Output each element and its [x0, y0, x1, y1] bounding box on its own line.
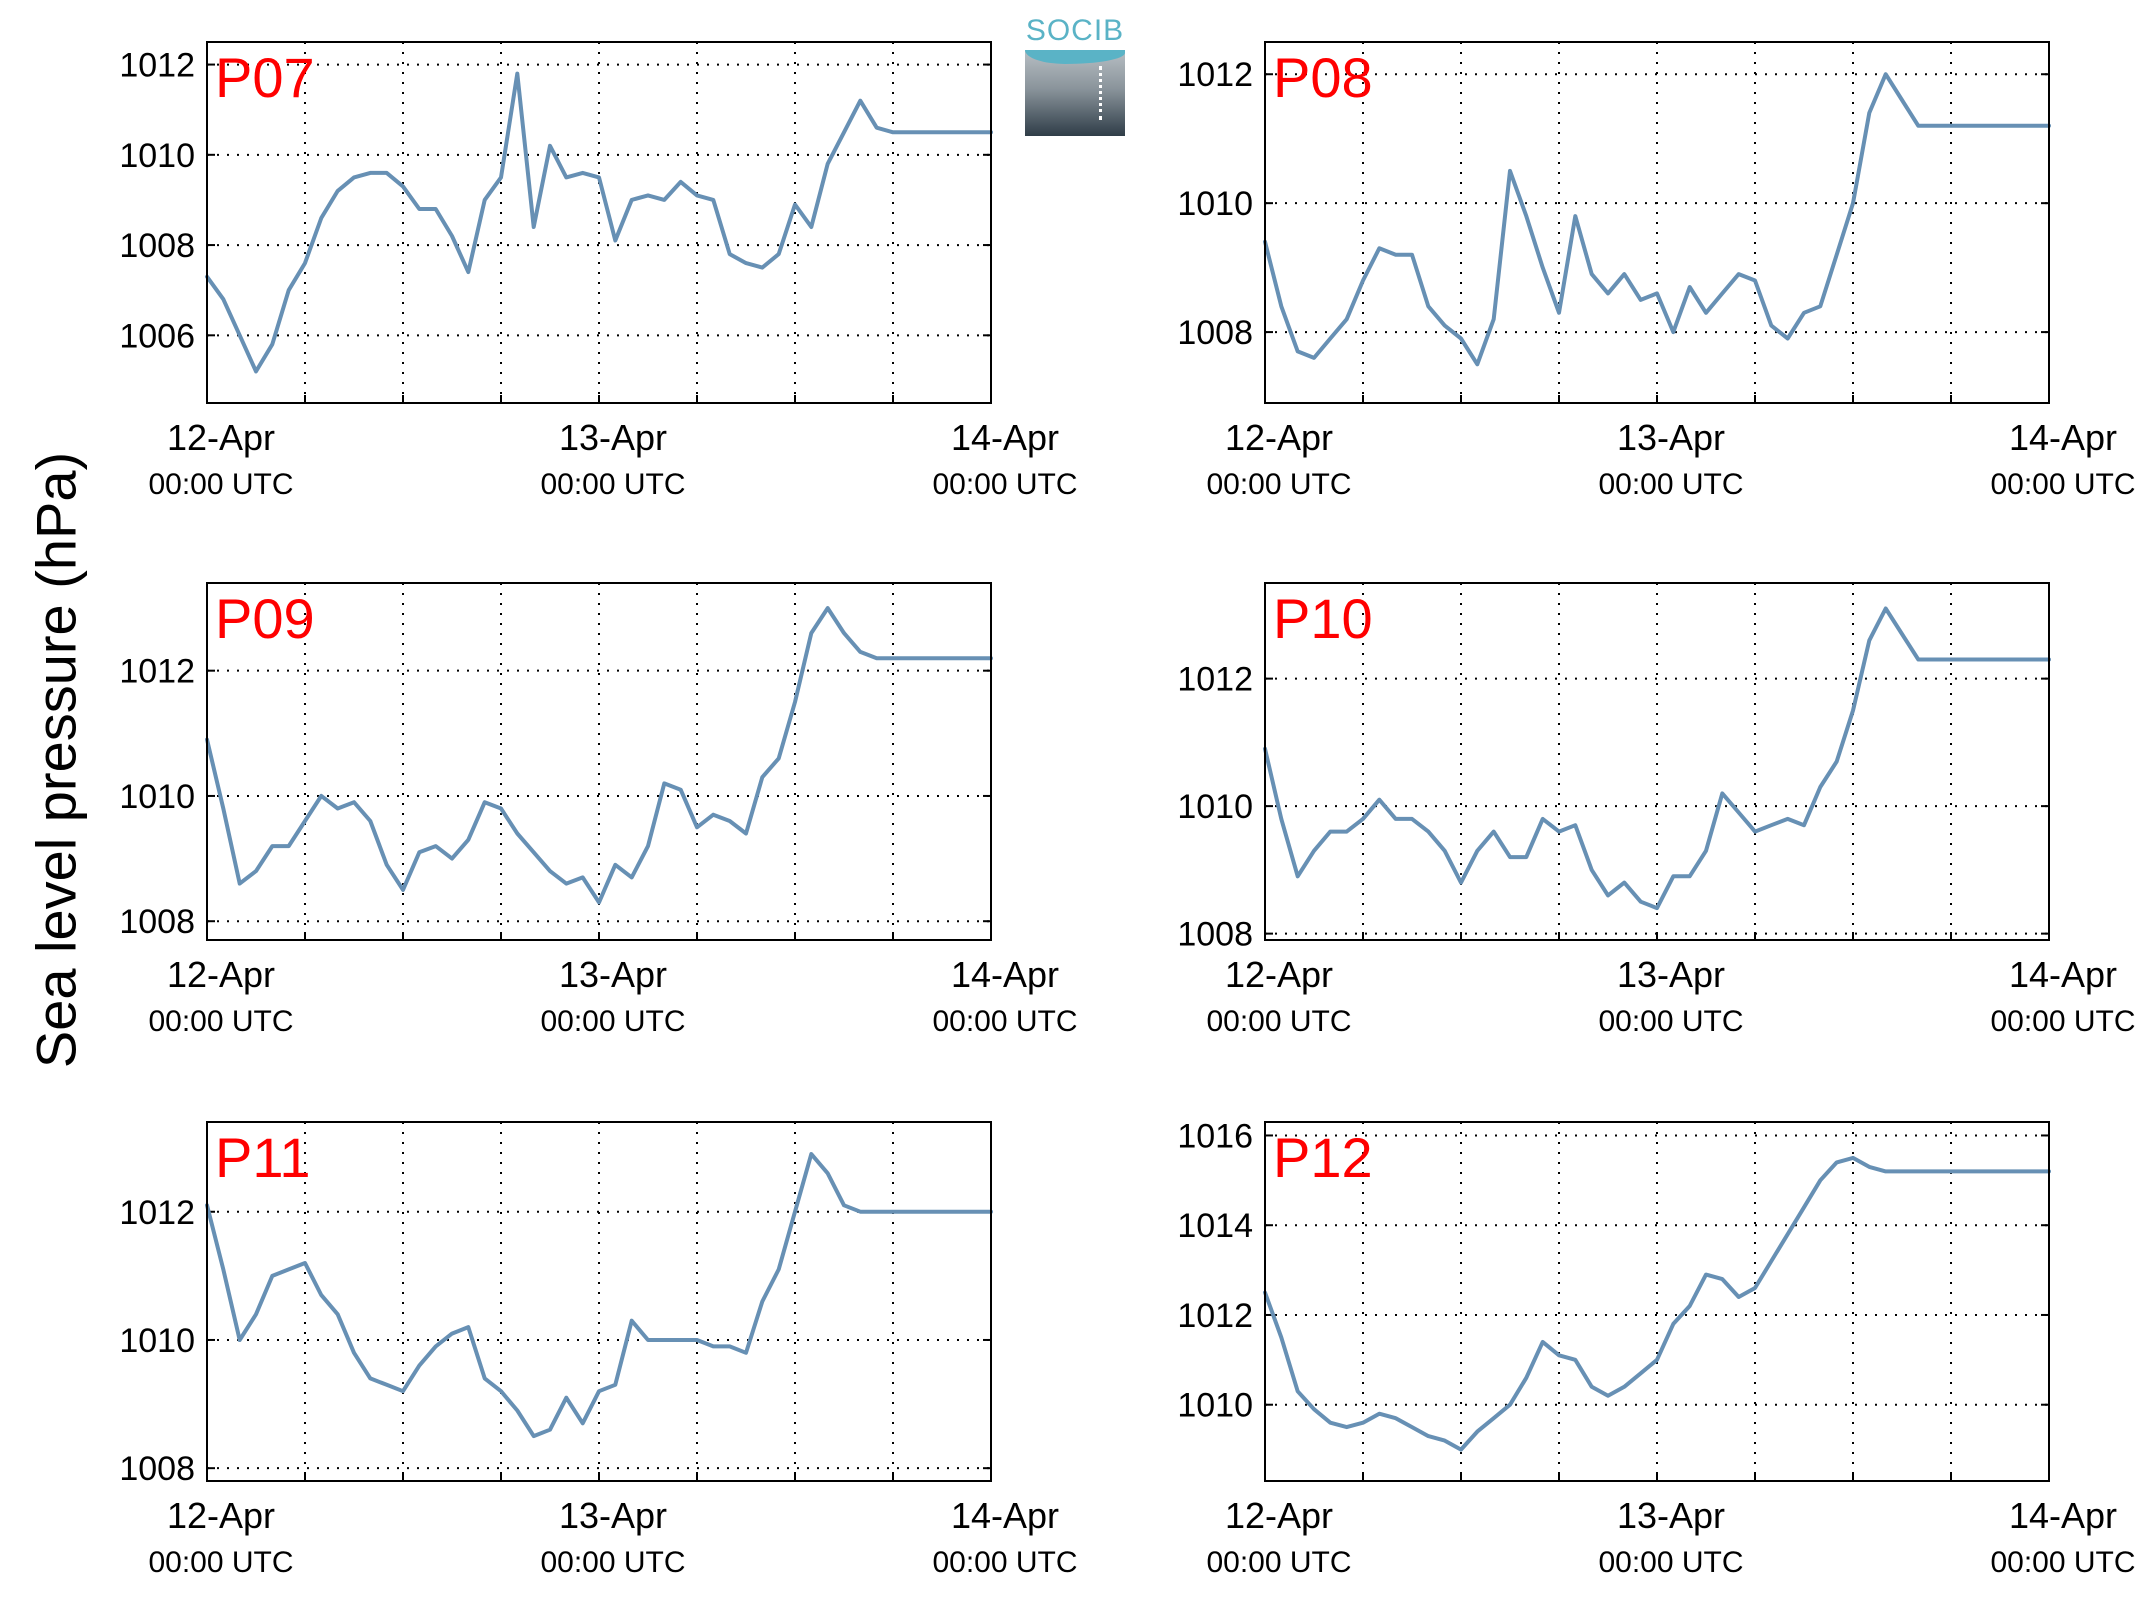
- x-tick-label: 13-Apr: [559, 1495, 667, 1536]
- x-tick-label: 13-Apr: [1617, 1495, 1725, 1536]
- y-tick-label: 1010: [119, 778, 195, 816]
- series-line: [205, 606, 993, 905]
- x-tick-sublabel: 00:00 UTC: [932, 468, 1077, 501]
- y-tick-label: 1016: [1177, 1117, 1253, 1155]
- x-tick-label: 14-Apr: [2009, 417, 2117, 458]
- y-tick-label: 1008: [119, 1450, 195, 1488]
- socib-logo: SOCIB: [1025, 14, 1125, 136]
- x-tick-sublabel: 00:00 UTC: [1990, 468, 2135, 501]
- logo-image: [1025, 50, 1125, 136]
- series-line: [205, 1152, 993, 1439]
- panel-title: P08: [1273, 46, 1373, 109]
- y-tick-label: 1010: [1177, 185, 1253, 223]
- x-tick-label: 12-Apr: [167, 417, 275, 458]
- x-tick-label: 12-Apr: [1225, 417, 1333, 458]
- x-tick-sublabel: 00:00 UTC: [148, 1546, 293, 1579]
- y-tick-label: 1012: [119, 47, 195, 85]
- y-tick-label: 1010: [1177, 788, 1253, 826]
- x-tick-sublabel: 00:00 UTC: [1598, 468, 1743, 501]
- x-tick-sublabel: 00:00 UTC: [148, 468, 293, 501]
- y-tick-label: 1008: [1177, 916, 1253, 954]
- series-line: [1263, 606, 2051, 911]
- plot-frame: [206, 582, 992, 941]
- x-tick-sublabel: 00:00 UTC: [540, 1005, 685, 1038]
- x-tick-sublabel: 00:00 UTC: [932, 1546, 1077, 1579]
- x-tick-sublabel: 00:00 UTC: [1990, 1546, 2135, 1579]
- logo-text: SOCIB: [1025, 14, 1125, 47]
- panel-title: P10: [1273, 587, 1373, 650]
- x-tick-sublabel: 00:00 UTC: [148, 1005, 293, 1038]
- x-tick-label: 14-Apr: [2009, 954, 2117, 995]
- x-tick-label: 13-Apr: [1617, 417, 1725, 458]
- series-line: [1263, 72, 2051, 367]
- y-tick-label: 1008: [119, 903, 195, 941]
- plot-frame: [1264, 582, 2050, 941]
- x-tick-sublabel: 00:00 UTC: [540, 1546, 685, 1579]
- y-tick-label: 1008: [1177, 314, 1253, 352]
- panel-title: P11: [215, 1126, 310, 1189]
- x-tick-label: 12-Apr: [1225, 954, 1333, 995]
- x-tick-label: 13-Apr: [1617, 954, 1725, 995]
- y-tick-label: 1010: [1177, 1387, 1253, 1425]
- panel-title: P07: [215, 46, 315, 109]
- series-line: [205, 71, 993, 374]
- plot-frame: [206, 1121, 992, 1482]
- x-tick-label: 12-Apr: [167, 1495, 275, 1536]
- y-tick-label: 1010: [119, 1322, 195, 1360]
- panel-p10: 1008 1010 1012 12-Apr 00:00 UTC 13-Apr 00:00 U…: [1177, 582, 2136, 1038]
- y-tick-label: 1012: [119, 653, 195, 691]
- plot-frame: [1264, 41, 2050, 404]
- x-tick-sublabel: 00:00 UTC: [1598, 1005, 1743, 1038]
- plot-frame: [206, 41, 992, 404]
- x-tick-sublabel: 00:00 UTC: [1990, 1005, 2135, 1038]
- panel-p09: 1008 1010 1012 12-Apr 00:00 UTC 13-Apr 00:00 U…: [119, 582, 1078, 1038]
- x-tick-label: 14-Apr: [2009, 1495, 2117, 1536]
- panel-p11: 1008 1010 1012 12-Apr 00:00 UTC 13-Apr 00:00 U…: [119, 1121, 1078, 1579]
- y-tick-label: 1012: [1177, 1297, 1253, 1335]
- series-line: [1263, 1155, 2051, 1452]
- x-tick-sublabel: 00:00 UTC: [540, 468, 685, 501]
- y-tick-label: 1012: [1177, 56, 1253, 94]
- y-tick-label: 1014: [1177, 1207, 1253, 1245]
- panel-p07: 1006 1008 1010 1012 12-Apr 00:00 UTC 13-Apr 00:…: [119, 41, 1078, 501]
- panel-title: P09: [215, 587, 315, 650]
- panel-p08: 1008 1010 1012 12-Apr 00:00 UTC 13-Apr 00:00 U…: [1177, 41, 2136, 501]
- x-tick-label: 13-Apr: [559, 417, 667, 458]
- panel-title: P12: [1273, 1126, 1373, 1189]
- x-tick-label: 14-Apr: [951, 1495, 1059, 1536]
- plot-frame: [1264, 1121, 2050, 1482]
- x-tick-label: 12-Apr: [1225, 1495, 1333, 1536]
- y-tick-label: 1010: [119, 137, 195, 175]
- x-tick-label: 14-Apr: [951, 954, 1059, 995]
- y-tick-label: 1012: [119, 1194, 195, 1232]
- panel-p12: 1010 1012 1014 1016 12-Apr 00:00 UTC 13-Apr 00:…: [1177, 1117, 2135, 1579]
- x-tick-label: 13-Apr: [559, 954, 667, 995]
- y-tick-label: 1008: [119, 227, 195, 265]
- x-tick-label: 14-Apr: [951, 417, 1059, 458]
- x-tick-sublabel: 00:00 UTC: [932, 1005, 1077, 1038]
- x-tick-sublabel: 00:00 UTC: [1206, 1005, 1351, 1038]
- x-tick-label: 12-Apr: [167, 954, 275, 995]
- x-tick-sublabel: 00:00 UTC: [1598, 1546, 1743, 1579]
- x-tick-sublabel: 00:00 UTC: [1206, 468, 1351, 501]
- y-tick-label: 1006: [119, 317, 195, 355]
- y-tick-label: 1012: [1177, 661, 1253, 699]
- x-tick-sublabel: 00:00 UTC: [1206, 1546, 1351, 1579]
